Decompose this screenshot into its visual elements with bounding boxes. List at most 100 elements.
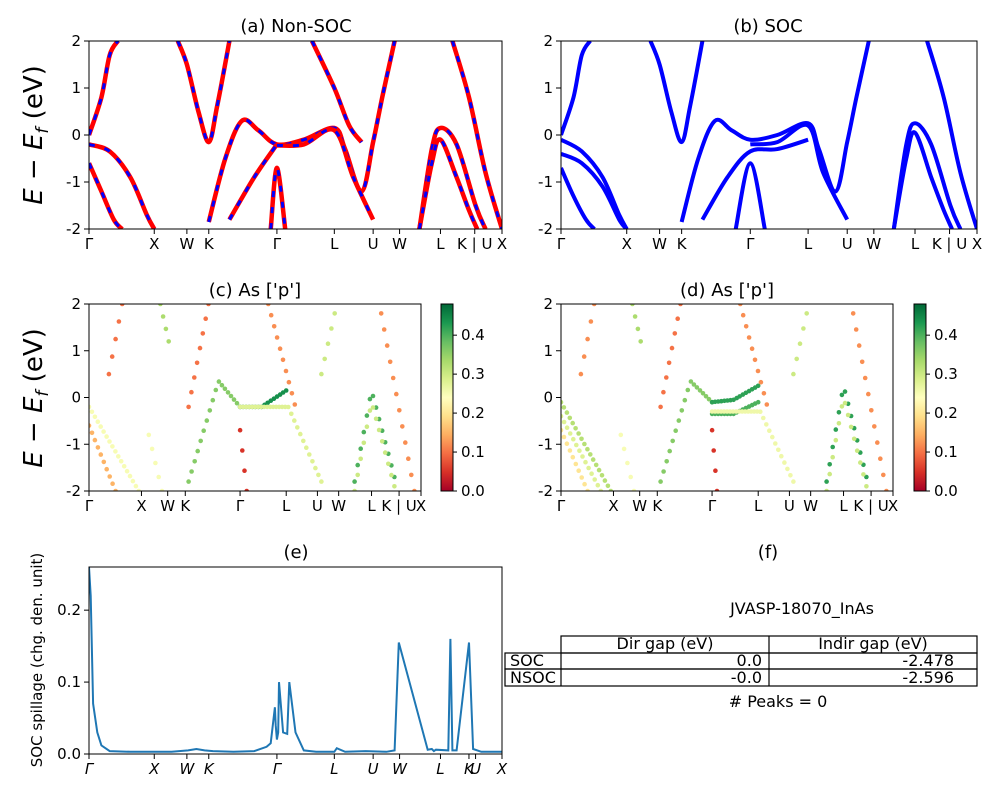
projection-point <box>582 441 587 447</box>
projection-point <box>286 404 291 410</box>
xtick-label: K <box>204 235 215 253</box>
projection-point <box>842 400 848 406</box>
projection-point <box>295 425 300 430</box>
projection-point <box>833 427 839 432</box>
soc-band <box>679 41 871 223</box>
projection-point <box>678 304 683 307</box>
projection-point <box>621 446 627 452</box>
xtick-label: W <box>392 235 407 253</box>
projection-point <box>192 459 197 464</box>
projection-point <box>198 438 203 444</box>
projection-point <box>864 484 869 489</box>
projection-point <box>378 311 384 316</box>
table-footer: # Peaks = 0 <box>729 692 828 711</box>
projection-point <box>319 371 324 377</box>
projection-point <box>658 479 663 484</box>
xtick-label: X <box>972 235 982 253</box>
projection-point <box>884 488 889 491</box>
projection-point <box>127 473 133 479</box>
projection-point <box>379 439 385 444</box>
projection-point <box>631 488 637 491</box>
projection-point <box>292 402 298 407</box>
projection-point <box>839 404 845 409</box>
projection-point <box>204 418 210 423</box>
panel-c-title: (c) As ['p'] <box>209 280 301 301</box>
panel-f-subtitle: JVASP-18070_InAs <box>729 599 874 619</box>
projection-point <box>706 396 712 402</box>
projection-point <box>370 405 376 410</box>
projection-point <box>591 304 597 307</box>
projection-point <box>632 314 638 319</box>
xtick-label: K <box>677 235 688 253</box>
nonsoc-band-red <box>206 41 397 223</box>
xtick-label: Γ <box>557 497 566 515</box>
colorbar-tick-label: 0.4 <box>934 326 958 344</box>
xtick-label: U <box>368 235 379 253</box>
projection-point <box>119 304 125 307</box>
projection-point <box>316 472 321 478</box>
axes-frame <box>560 40 978 230</box>
nonsoc-band-blue-dashed <box>269 166 287 229</box>
projection-point <box>875 440 880 445</box>
projection-point <box>121 464 127 469</box>
projection-point <box>764 422 769 427</box>
projection-point <box>92 437 98 443</box>
projection-point <box>133 483 139 489</box>
nonsoc-band-blue-dashed <box>89 41 120 136</box>
soc-band <box>750 122 849 221</box>
projection-point <box>782 460 787 465</box>
xtick-label: L <box>367 497 376 515</box>
projection-point <box>836 410 842 415</box>
projection-point <box>625 460 630 466</box>
projection-point <box>222 386 228 392</box>
projection-point <box>661 469 666 474</box>
colorbar-tick-label: 0.1 <box>934 443 958 461</box>
projection-point <box>389 472 394 478</box>
projection-point <box>561 399 564 405</box>
ytick-label: -1 <box>538 435 553 453</box>
projection-point <box>106 371 112 377</box>
xtick-label: W <box>179 760 195 778</box>
projection-point <box>406 456 411 462</box>
projection-point <box>567 415 573 421</box>
projection-point <box>244 488 249 491</box>
projection-point <box>124 468 130 474</box>
projection-point <box>842 389 848 394</box>
axes-frame <box>88 566 503 755</box>
projection-point <box>361 440 367 446</box>
projection-point <box>850 311 856 316</box>
projection-point <box>110 481 115 487</box>
projection-point <box>201 428 206 434</box>
projection-point <box>400 424 405 429</box>
table-row-label-nsoc: NSOC <box>510 668 556 687</box>
projection-point <box>755 399 761 405</box>
projection-point <box>561 427 564 433</box>
ytick-label: 2 <box>543 32 553 50</box>
projection-point <box>836 421 842 426</box>
projection-point <box>866 391 871 397</box>
projection-point <box>691 382 697 387</box>
projection-point <box>755 383 761 389</box>
projection-point <box>658 404 663 410</box>
table-cell-nsoc-indir: -2.596 <box>902 668 954 687</box>
xtick-label: X <box>608 497 618 515</box>
projection-point <box>573 426 578 431</box>
xtick-label: U <box>784 497 795 515</box>
projection-point <box>666 360 672 366</box>
projection-point <box>596 467 602 473</box>
projection-point <box>367 408 373 413</box>
projection-point <box>859 359 865 365</box>
projection-point <box>688 379 694 384</box>
projection-point <box>824 488 829 491</box>
projection-point <box>392 484 397 489</box>
projection-point <box>755 368 761 374</box>
ytick-label: 0.0 <box>57 745 81 763</box>
panel-c-colorbar: 0.0 0.1 0.2 0.3 0.4 <box>440 303 485 500</box>
table-header-dir: Dir gap (eV) <box>617 634 714 653</box>
projection-point <box>864 474 869 480</box>
xtick-label: L <box>330 235 339 253</box>
projection-point <box>384 343 390 348</box>
